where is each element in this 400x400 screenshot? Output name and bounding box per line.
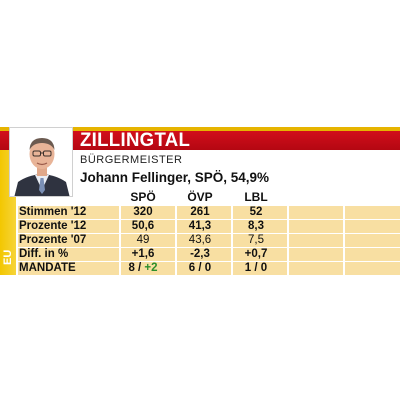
header-bar [0,127,400,150]
mayor-photo [9,127,73,197]
table-cell: 6 / 0 [178,262,222,275]
table-cell: 8,3 [248,220,264,232]
side-label: EU [2,249,14,265]
party-header-lbl: LBL [244,190,268,204]
table-cell: +1,6 [131,248,155,260]
mandate-value: 1 / 0 [244,262,268,274]
table-cell: -2,3 [190,248,210,260]
table-row: MANDATE 8 / +2 6 / 0 1 / 0 [18,262,400,275]
table-cell: 261 [190,206,210,218]
party-header-spoe: SPÖ [130,190,156,204]
table-row: Prozente '07 49 43,6 7,5 [18,234,400,247]
row-label: Prozente '07 [19,234,87,246]
table-row: Stimmen '12 320 261 52 [18,206,400,219]
table-cell: +0,7 [244,248,268,260]
mandate-value: 6 / 0 [188,262,212,274]
table-cell: 52 [249,206,263,218]
table-row: Prozente '12 50,6 41,3 8,3 [18,220,400,233]
table-cell: 8 / +2 [121,262,165,275]
mayor-name: Johann Fellinger, SPÖ, 54,9% [80,170,270,185]
row-label: Diff. in % [19,248,69,260]
table-cell: 43,6 [188,234,212,246]
table-cell: 320 [133,206,153,218]
mandate-value: 8 / [128,262,145,274]
table-cell: 49 [136,234,150,246]
table-row: Diff. in % +1,6 -2,3 +0,7 [18,248,400,261]
table-cell: 7,5 [248,234,264,246]
mayor-portrait-icon [10,128,72,196]
party-header-oevp: ÖVP [187,190,213,204]
row-label: Stimmen '12 [19,206,87,218]
mayor-role: BÜRGERMEISTER [80,154,183,166]
table-cell: 1 / 0 [234,262,278,275]
town-title: ZILLINGTAL [80,130,191,151]
header-gold-line [0,127,400,131]
row-label: MANDATE [19,262,76,274]
mandate-change: +2 [144,262,158,274]
row-label: Prozente '12 [19,220,87,232]
table-cell: 50,6 [131,220,155,232]
table-cell: 41,3 [188,220,212,232]
